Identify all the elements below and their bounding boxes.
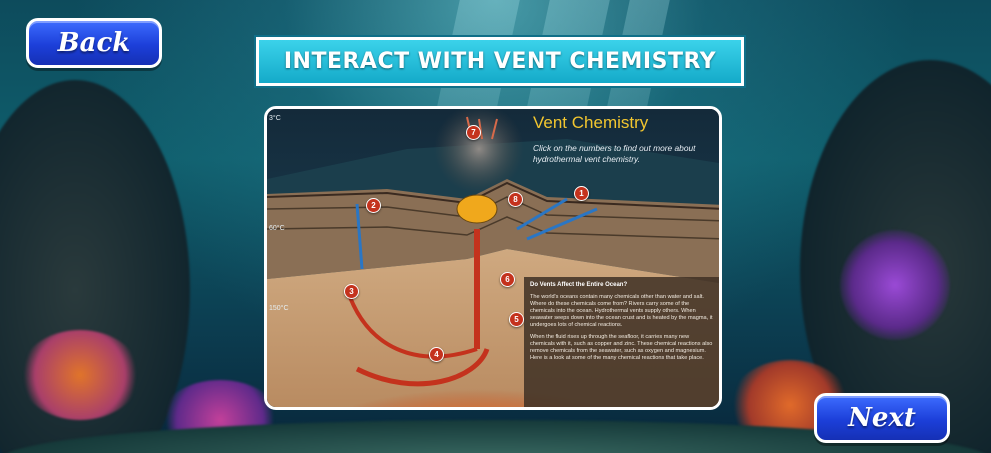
coral-left — [20, 330, 140, 420]
coral-right-purple — [840, 230, 950, 340]
next-button[interactable]: Next — [814, 393, 950, 443]
vent-chemistry-panel: 3°C 60°C 150°C Vent Chemistry Click on t… — [264, 106, 722, 410]
page-title: INTERACT WITH VENT CHEMISTRY — [256, 37, 744, 86]
marker-4[interactable]: 4 — [429, 347, 444, 362]
info-heading: Do Vents Affect the Entire Ocean? — [530, 282, 628, 288]
temperature-label: 3°C — [269, 115, 281, 122]
sulfide-chimney — [456, 194, 498, 224]
back-button[interactable]: Back — [26, 18, 162, 68]
temperature-label: 150°C — [269, 305, 289, 312]
seawater-inflow-arrows — [516, 197, 598, 241]
panel-instructions: Click on the numbers to find out more ab… — [533, 143, 696, 164]
info-box: Do Vents Affect the Entire Ocean? The wo… — [524, 277, 719, 407]
marker-5[interactable]: 5 — [509, 312, 524, 327]
info-paragraph: The world's oceans contain many chemical… — [530, 293, 713, 328]
fluid-flow-arrow — [355, 348, 490, 387]
info-paragraph: When the fluid rises up through the seaf… — [530, 334, 713, 362]
crust-line — [267, 216, 719, 240]
panel-title: Vent Chemistry — [533, 113, 649, 132]
black-smoker-plume — [434, 109, 524, 194]
marker-7[interactable]: 7 — [466, 125, 481, 140]
marker-8[interactable]: 8 — [508, 192, 523, 207]
fluid-flow-arrow — [345, 288, 478, 359]
temperature-label: 60°C — [269, 225, 285, 232]
marker-1[interactable]: 1 — [574, 186, 589, 201]
seawater-inflow-arrows — [355, 203, 364, 270]
marker-3[interactable]: 3 — [344, 284, 359, 299]
marker-2[interactable]: 2 — [366, 198, 381, 213]
marker-6[interactable]: 6 — [500, 272, 515, 287]
